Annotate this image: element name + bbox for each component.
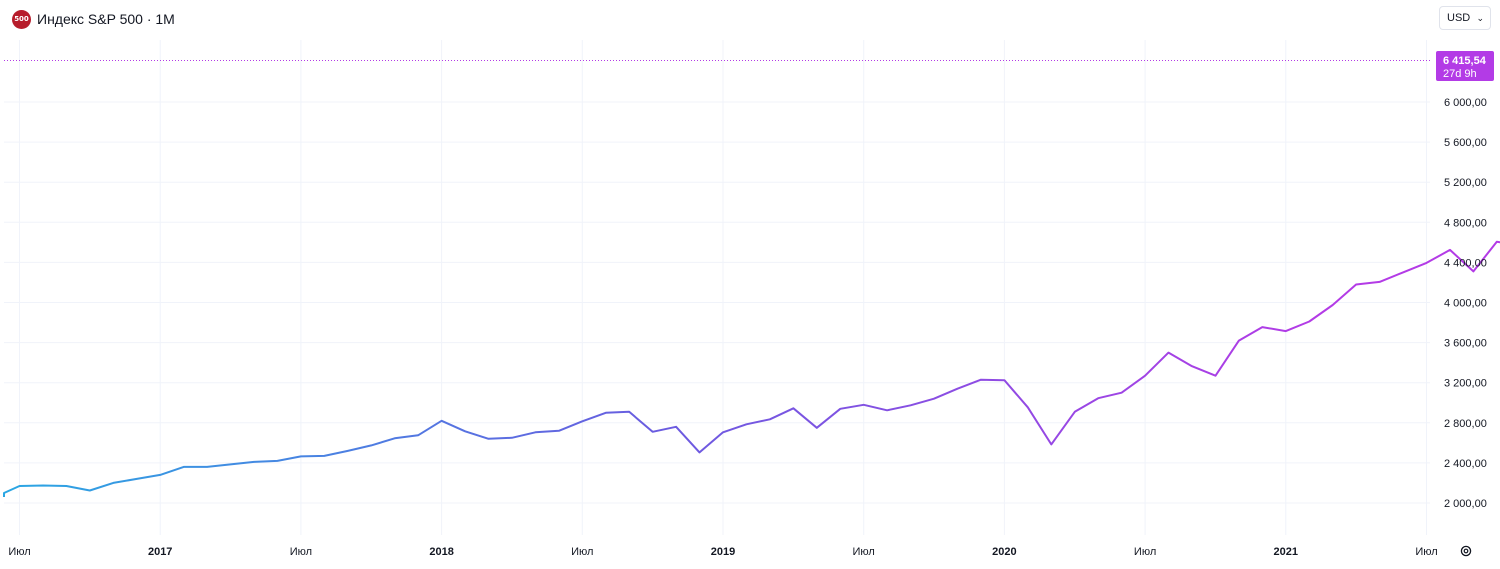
x-tick-label: 2018 [429, 546, 453, 558]
x-tick-label: 2021 [1274, 546, 1298, 558]
y-tick-label: 4 800,00 [1444, 217, 1487, 229]
x-tick-label: Июл [8, 546, 30, 558]
x-tick-label: Июл [1415, 546, 1437, 558]
x-tick-label: 2019 [711, 546, 735, 558]
y-tick-label: 3 200,00 [1444, 378, 1487, 390]
y-tick-label: 5 600,00 [1444, 137, 1487, 149]
y-tick-label: 6 000,00 [1444, 97, 1487, 109]
y-tick-label: 5 200,00 [1444, 177, 1487, 189]
price-tag: 6 415,54 27d 9h [1436, 51, 1494, 81]
chart-header: 500 Индекс S&P 500 · 1M [12, 8, 175, 30]
sp500-logo: 500 [12, 9, 31, 29]
y-tick-label: 2 800,00 [1444, 418, 1487, 430]
y-tick-label: 3 600,00 [1444, 338, 1487, 350]
chevron-down-icon: ⌄ [1476, 12, 1484, 23]
chart-grid [4, 40, 1430, 535]
y-tick-label: 2 400,00 [1444, 458, 1487, 470]
y-axis: 2 000,00 2 400,00 2 800,00 3 200,00 3 600,00… [1444, 97, 1487, 510]
y-tick-label: 4 000,00 [1444, 298, 1487, 310]
x-tick-label: Июл [853, 546, 875, 558]
x-tick-label: Июл [571, 546, 593, 558]
y-tick-label: 2 000,00 [1444, 498, 1487, 510]
y-tick-label: 4 400,00 [1444, 257, 1487, 269]
price-tag-bg [1436, 51, 1494, 81]
gear-icon [1460, 545, 1472, 557]
x-tick-label: Июл [290, 546, 312, 558]
x-axis: Июл2017Июл2018Июл2019Июл2020Июл2021Июл20… [8, 546, 1437, 558]
x-tick-label: 2017 [148, 546, 172, 558]
chart-title[interactable]: Индекс S&P 500 · 1M [37, 11, 175, 27]
x-tick-label: 2020 [992, 546, 1016, 558]
series-line [3, 240, 1500, 497]
currency-select[interactable]: USD ⌄ [1439, 6, 1491, 30]
x-tick-label: Июл [1134, 546, 1156, 558]
price-tag-countdown: 27d 9h [1443, 68, 1477, 80]
settings-button[interactable] [1456, 541, 1476, 561]
price-tag-value: 6 415,54 [1443, 55, 1487, 67]
currency-value: USD [1447, 12, 1471, 24]
